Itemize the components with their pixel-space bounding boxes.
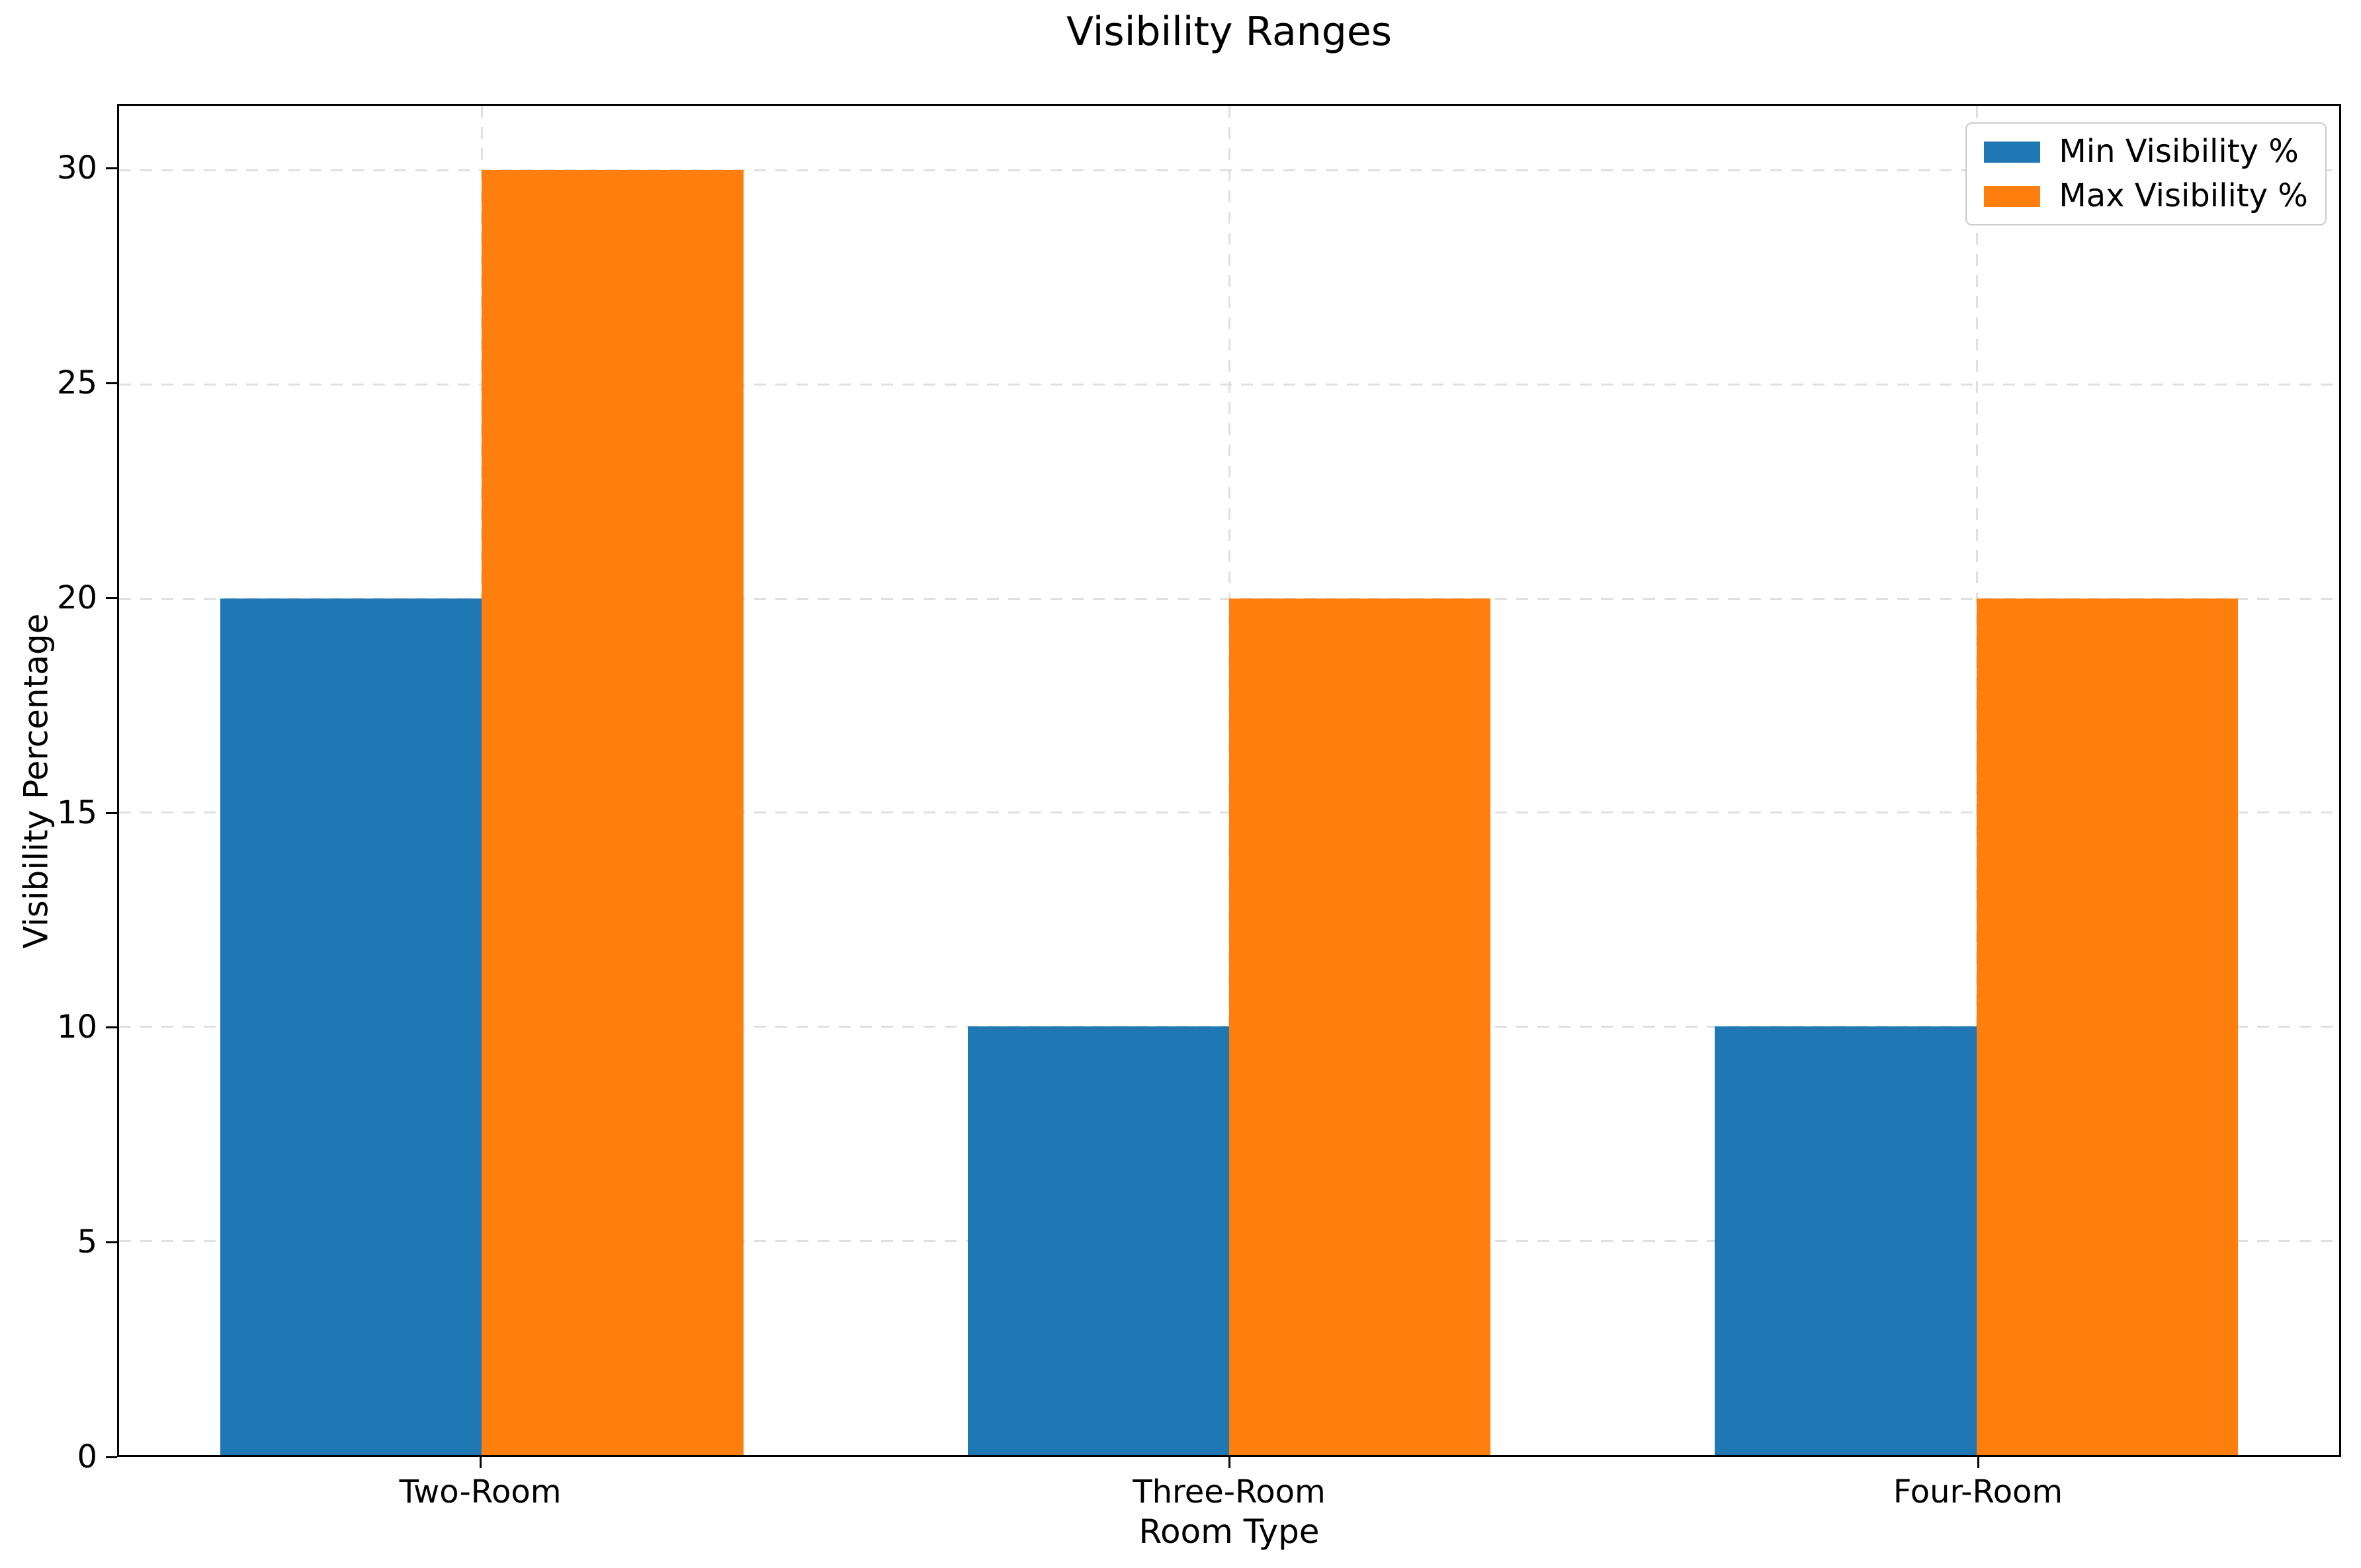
x-tick-mark [1977, 1456, 1979, 1468]
x-tick-mark [1228, 1456, 1231, 1468]
y-tick-mark [106, 382, 118, 385]
bar-min-visibility-four-room [1715, 1026, 1977, 1455]
legend-swatch-max-visibility [1984, 185, 2041, 207]
y-tick-mark [106, 167, 118, 170]
x-tick-label-two-room: Two-Room [399, 1473, 562, 1511]
plot-area: Min Visibility % Max Visibility % [117, 103, 2341, 1457]
y-tick-mark [106, 597, 118, 599]
bar-max-visibility-three-room [1229, 598, 1491, 1455]
x-tick-label-three-room: Three-Room [1133, 1473, 1326, 1511]
y-tick-mark [106, 1026, 118, 1029]
legend: Min Visibility % Max Visibility % [1965, 122, 2327, 226]
y-tick-label-25: 25 [56, 364, 98, 402]
y-tick-label-0: 0 [77, 1438, 98, 1475]
y-tick-mark [106, 1241, 118, 1244]
bar-max-visibility-four-room [1976, 598, 2239, 1455]
y-axis-label: Visibility Percentage [17, 613, 56, 949]
x-tick-label-four-room: Four-Room [1893, 1473, 2063, 1511]
x-axis-label: Room Type [1138, 1512, 1320, 1551]
legend-label: Min Visibility % [2059, 133, 2299, 171]
y-tick-mark [106, 811, 118, 814]
bar-min-visibility-three-room [967, 1026, 1229, 1455]
x-tick-mark [480, 1456, 482, 1468]
y-tick-label-15: 15 [56, 794, 98, 831]
legend-item-min-visibility: Min Visibility % [1984, 134, 2308, 169]
bar-max-visibility-two-room [482, 170, 744, 1455]
y-tick-label-20: 20 [56, 579, 98, 616]
y-tick-mark [106, 1456, 118, 1458]
y-tick-label-30: 30 [56, 149, 98, 187]
y-tick-label-5: 5 [77, 1223, 98, 1261]
legend-label: Max Visibility % [2059, 177, 2308, 215]
chart-title: Visibility Ranges [1066, 9, 1392, 55]
legend-swatch-min-visibility [1984, 141, 2041, 163]
legend-item-max-visibility: Max Visibility % [1984, 179, 2308, 214]
y-tick-label-10: 10 [56, 1009, 98, 1046]
bar-min-visibility-two-room [220, 598, 482, 1455]
